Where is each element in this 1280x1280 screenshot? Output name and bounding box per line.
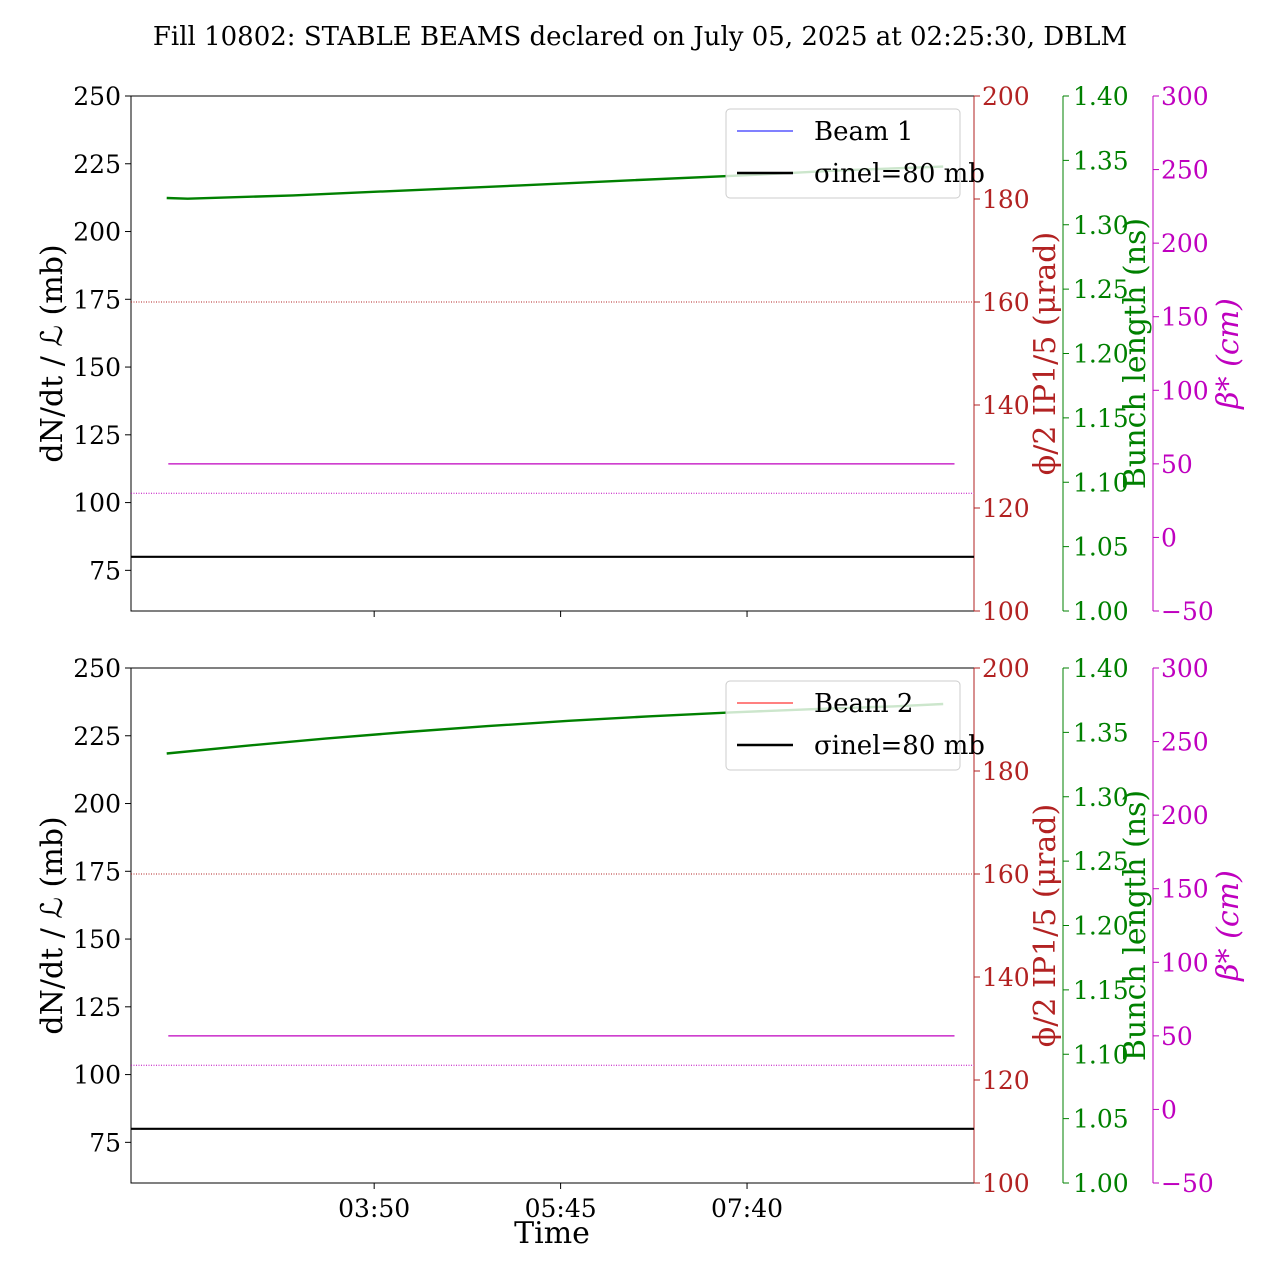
legend-entry-label: Beam 1 [814, 117, 913, 147]
bunch-axis-tick-label: 1.40 [1073, 654, 1129, 683]
beta-axis-tick-label: 150 [1161, 875, 1209, 904]
bunch-axis-tick-label: 1.05 [1073, 1105, 1129, 1134]
left-axis-tick-label: 200 [73, 790, 121, 819]
left-axis-tick-label: 125 [73, 993, 121, 1022]
legend-entry-label: Beam 2 [814, 689, 913, 719]
beta-axis-tick-label: 50 [1161, 450, 1193, 479]
left-axis-title: dN/dt / ℒ (mb) [35, 244, 70, 462]
crossing-axis-tick-label: 180 [982, 757, 1030, 786]
beta-axis-tick-label: 200 [1161, 229, 1209, 258]
bunch-axis-tick-label: 1.00 [1073, 1169, 1129, 1198]
beta-axis-tick-label: −50 [1161, 597, 1214, 626]
bunch-axis-tick-label: 1.25 [1073, 847, 1129, 876]
crossing-axis-tick-label: 140 [982, 963, 1030, 992]
left-axis-tick-label: 175 [73, 285, 121, 314]
beta-axis-tick-label: 250 [1161, 156, 1209, 185]
crossing-axis-tick-label: 100 [982, 597, 1030, 626]
crossing-axis-tick-label: 160 [982, 860, 1030, 889]
bunch-axis-tick-label: 1.40 [1073, 82, 1129, 111]
legend-entry-label: σinel=80 mb [814, 731, 985, 761]
left-axis-tick-label: 225 [73, 150, 121, 179]
crossing-axis-title: ϕ/2 IP1/5 (μrad) [1028, 804, 1063, 1047]
beta-axis-tick-label: 100 [1161, 948, 1209, 977]
crossing-axis-tick-label: 200 [982, 82, 1030, 111]
beta-axis-tick-label: 0 [1161, 1095, 1177, 1124]
beta-axis-tick-label: −50 [1161, 1169, 1214, 1198]
beta-axis-tick-label: 300 [1161, 82, 1209, 111]
bunch-axis-tick-label: 1.20 [1073, 912, 1129, 941]
left-axis-tick-label: 150 [73, 925, 121, 954]
bunch-axis-tick-label: 1.35 [1073, 146, 1129, 175]
bunch-axis-tick-label: 1.25 [1073, 275, 1129, 304]
legend-entry-label: σinel=80 mb [814, 159, 985, 189]
left-axis-tick-label: 150 [73, 353, 121, 382]
figure-title: Fill 10802: STABLE BEAMS declared on Jul… [153, 22, 1127, 52]
crossing-axis-tick-label: 100 [982, 1169, 1030, 1198]
bunch-axis-tick-label: 1.10 [1073, 1040, 1129, 1069]
beta-axis-tick-label: 200 [1161, 801, 1209, 830]
bunch-axis-tick-label: 1.10 [1073, 468, 1129, 497]
beta-axis-tick-label: 0 [1161, 523, 1177, 552]
beta-axis-tick-label: 300 [1161, 654, 1209, 683]
beta-axis-title: β* (cm) [1211, 870, 1246, 982]
beta-axis-tick-label: 50 [1161, 1022, 1193, 1051]
x-axis-title: Time [514, 1216, 590, 1251]
left-axis-tick-label: 100 [73, 1061, 121, 1090]
x-axis-tick-label: 07:40 [711, 1194, 783, 1223]
x-axis-tick-label: 03:50 [338, 1194, 410, 1223]
crossing-axis-tick-label: 120 [982, 494, 1030, 523]
beta-axis-title: β* (cm) [1211, 298, 1246, 410]
bunch-axis-tick-label: 1.15 [1073, 976, 1129, 1005]
bunch-axis-tick-label: 1.00 [1073, 597, 1129, 626]
bunch-axis-tick-label: 1.05 [1073, 533, 1129, 562]
bunch-axis-tick-label: 1.15 [1073, 404, 1129, 433]
crossing-axis-tick-label: 140 [982, 391, 1030, 420]
left-axis-tick-label: 200 [73, 218, 121, 247]
crossing-axis-tick-label: 180 [982, 185, 1030, 214]
x-axis-tick-label: 05:45 [525, 1194, 597, 1223]
beta-axis-tick-label: 250 [1161, 728, 1209, 757]
beta-axis-tick-label: 150 [1161, 303, 1209, 332]
crossing-axis-tick-label: 160 [982, 288, 1030, 317]
left-axis-tick-label: 250 [73, 82, 121, 111]
bunch-axis-title: Bunch length (ns) [1118, 218, 1153, 489]
bunch-axis-tick-label: 1.20 [1073, 340, 1129, 369]
left-axis-tick-label: 100 [73, 489, 121, 518]
left-axis-tick-label: 225 [73, 722, 121, 751]
crossing-axis-tick-label: 120 [982, 1066, 1030, 1095]
bunch-axis-tick-label: 1.30 [1073, 211, 1129, 240]
bunch-axis-tick-label: 1.30 [1073, 783, 1129, 812]
left-axis-tick-label: 75 [89, 1128, 121, 1157]
left-axis-tick-label: 175 [73, 857, 121, 886]
bunch-axis-title: Bunch length (ns) [1118, 790, 1153, 1061]
beta-axis-tick-label: 100 [1161, 376, 1209, 405]
left-axis-title: dN/dt / ℒ (mb) [35, 816, 70, 1034]
bunch-axis-tick-label: 1.35 [1073, 718, 1129, 747]
crossing-axis-tick-label: 200 [982, 654, 1030, 683]
left-axis-tick-label: 250 [73, 654, 121, 683]
left-axis-tick-label: 75 [89, 556, 121, 585]
crossing-axis-title: ϕ/2 IP1/5 (μrad) [1028, 232, 1063, 475]
left-axis-tick-label: 125 [73, 421, 121, 450]
